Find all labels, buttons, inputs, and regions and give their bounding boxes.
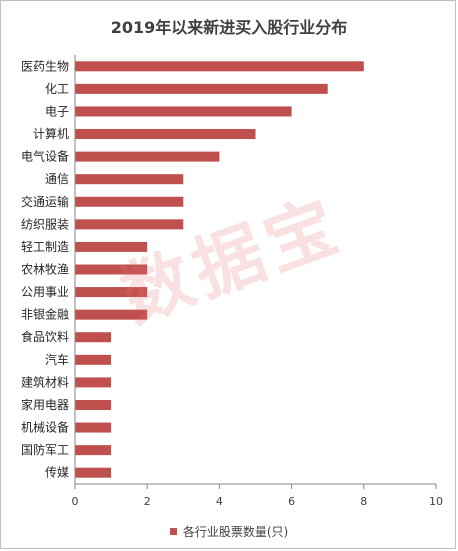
category-label: 汽车 <box>45 352 69 367</box>
bar-19 <box>75 467 112 478</box>
category-label: 通信 <box>45 172 69 186</box>
legend-label: 各行业股票数量(只) <box>182 525 289 539</box>
bar-7 <box>75 196 184 207</box>
bar-16 <box>75 399 112 410</box>
x-tick-label: 6 <box>288 495 295 508</box>
category-label: 国防军工 <box>21 442 69 457</box>
category-label: 纺织服装 <box>21 217 69 231</box>
bar-10 <box>75 264 148 275</box>
bar-14 <box>75 354 112 365</box>
bar-12 <box>75 309 148 320</box>
category-label: 家用电器 <box>21 397 69 412</box>
chart-title: 2019年以来新进买入股行业分布 <box>110 18 348 37</box>
bar-13 <box>75 332 112 343</box>
category-label: 公用事业 <box>21 285 69 299</box>
x-tick-label: 4 <box>216 495 223 508</box>
x-tick-label: 0 <box>72 495 79 508</box>
legend: 各行业股票数量(只) <box>0 523 458 540</box>
category-label: 医药生物 <box>21 59 69 73</box>
bar-1 <box>75 61 364 72</box>
category-label: 化工 <box>45 82 69 96</box>
category-label: 轻工制造 <box>21 240 69 254</box>
bar-17 <box>75 422 112 433</box>
category-label: 传媒 <box>45 465 69 480</box>
x-tick-label: 2 <box>144 495 151 508</box>
bar-2 <box>75 83 328 94</box>
category-label: 建筑材料 <box>21 374 69 389</box>
bar-9 <box>75 241 148 252</box>
category-label: 交通运输 <box>21 194 69 209</box>
category-label: 计算机 <box>33 126 69 141</box>
bar-3 <box>75 106 292 117</box>
category-label: 农林牧渔 <box>21 263 69 277</box>
legend-swatch <box>169 528 177 535</box>
bar-8 <box>75 219 184 230</box>
bar-4 <box>75 129 256 140</box>
x-axis: 0 2 4 6 8 10 <box>72 55 443 508</box>
bar-18 <box>75 445 112 456</box>
bar-11 <box>75 287 148 298</box>
bar-5 <box>75 151 220 162</box>
category-label: 电气设备 <box>21 149 69 164</box>
x-tick-label: 10 <box>429 495 443 508</box>
category-label: 非银金融 <box>21 307 69 322</box>
x-tick-label: 8 <box>360 495 367 508</box>
category-label: 机械设备 <box>21 420 69 435</box>
category-label: 电子 <box>45 104 69 118</box>
category-labels: 医药生物化工电子计算机电气设备通信交通运输纺织服装轻工制造农林牧渔公用事业非银金… <box>21 59 69 479</box>
bar-15 <box>75 377 112 388</box>
bars-group <box>75 61 364 478</box>
category-label: 食品饮料 <box>21 329 69 344</box>
bar-6 <box>75 174 184 185</box>
